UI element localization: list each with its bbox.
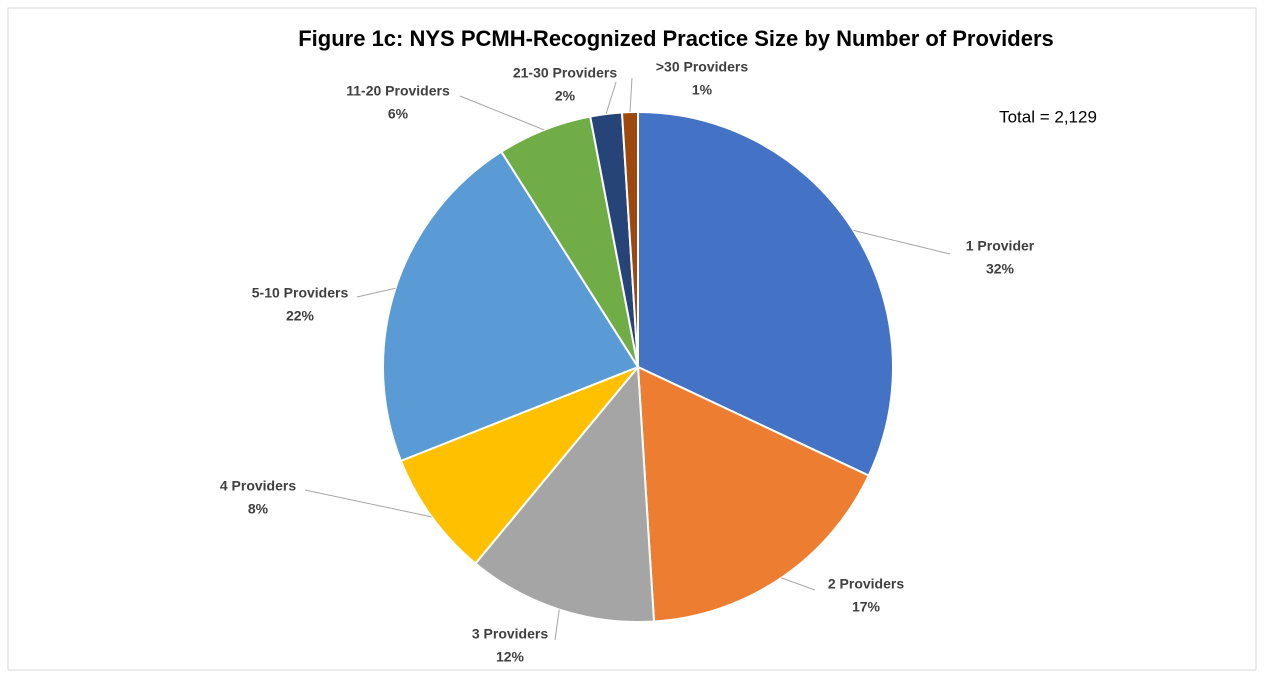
leader-line (554, 609, 560, 641)
slice-value-label: 12% (496, 649, 525, 665)
pie-slice (636, 365, 871, 623)
slice-value-label: 8% (248, 501, 269, 517)
slice-label: 2 Providers (828, 576, 904, 592)
leader-line (853, 229, 951, 255)
slice-label: >30 Providers (656, 59, 748, 75)
leader-line (459, 95, 545, 131)
slice-value-label: 6% (388, 106, 409, 122)
chart-title: Figure 1c: NYS PCMH-Recognized Practice … (298, 26, 1054, 51)
slice-value-label: 2% (555, 88, 576, 104)
pie-slice (399, 366, 639, 565)
slice-label: 11-20 Providers (346, 83, 450, 99)
slice-value-label: 32% (986, 261, 1015, 277)
pie-slice (474, 364, 656, 623)
slice-label: 5-10 Providers (252, 285, 349, 301)
pie-slice (382, 150, 640, 463)
slice-label: 21-30 Providers (513, 65, 617, 81)
slice-value-label: 17% (852, 599, 881, 615)
slice-label: 1 Provider (966, 238, 1035, 254)
leader-line (605, 81, 617, 115)
leader-line (304, 489, 432, 518)
leader-line (781, 577, 816, 591)
slice-label: 3 Providers (472, 626, 548, 642)
leader-line (629, 77, 633, 113)
slice-label: 4 Providers (220, 478, 296, 494)
leader-line (356, 287, 396, 298)
total-annotation: Total = 2,129 (999, 107, 1097, 126)
slice-value-label: 1% (692, 82, 713, 98)
pie-slice (637, 110, 894, 477)
slice-value-label: 22% (286, 308, 315, 324)
